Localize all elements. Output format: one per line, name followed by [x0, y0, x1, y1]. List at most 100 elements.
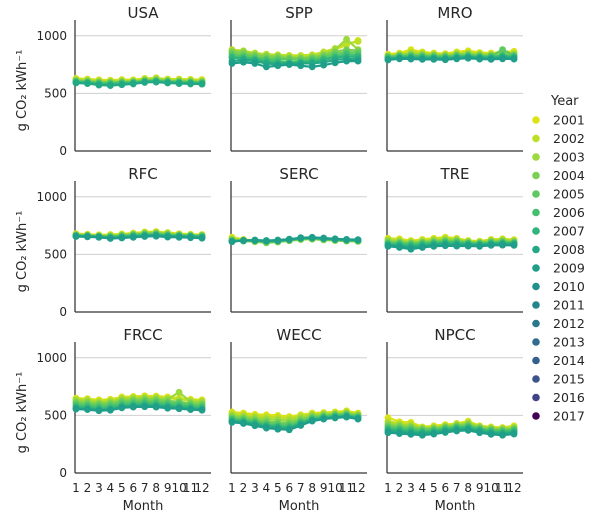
data-point	[175, 388, 183, 396]
legend-label: 2016	[553, 390, 585, 405]
data-point	[72, 233, 80, 240]
facet-panel-mro: MRO	[384, 4, 523, 152]
series-line	[387, 57, 515, 62]
legend-label: 2013	[553, 335, 585, 350]
data-point	[396, 244, 403, 251]
data-point	[453, 242, 461, 250]
data-point	[354, 415, 362, 423]
x-tick-label: 12	[350, 481, 365, 495]
data-point	[343, 35, 350, 43]
series-2009	[384, 54, 518, 64]
legend-marker	[532, 227, 540, 235]
data-point	[308, 417, 316, 425]
x-tick-label: 2	[396, 481, 404, 495]
data-point	[331, 414, 339, 422]
x-tick-label: 8	[308, 481, 316, 495]
data-point	[308, 233, 316, 241]
data-point	[72, 405, 80, 413]
data-point	[331, 59, 339, 67]
data-point	[152, 403, 160, 411]
data-point	[354, 236, 362, 244]
legend-marker	[532, 319, 540, 328]
x-tick-label: 8	[152, 481, 160, 495]
data-point	[164, 233, 172, 241]
legend-marker	[532, 171, 540, 180]
y-tick-label: 1000	[36, 351, 67, 365]
data-point	[251, 60, 259, 67]
x-axis-label: Month	[123, 499, 164, 514]
legend-marker	[532, 412, 540, 420]
legend-label: 2003	[553, 150, 585, 165]
x-tick-label: 10	[483, 481, 498, 495]
data-point	[141, 79, 149, 86]
x-tick-label: 3	[95, 481, 103, 495]
legend-title: Year	[550, 94, 579, 109]
x-tick-label: 4	[419, 481, 427, 495]
x-tick-label: 2	[240, 481, 248, 495]
x-axis-label: Month	[435, 499, 476, 514]
y-tick-label: 0	[59, 466, 67, 480]
panel-title: FRCC	[123, 326, 162, 344]
data-point	[84, 80, 91, 87]
y-tick-label: 500	[44, 86, 67, 100]
facet-panel-rfc: RFC 0 500 1000 g CO₂ kWh⁻¹	[15, 165, 211, 319]
y-tick-label: 500	[44, 408, 67, 422]
data-point	[152, 232, 160, 240]
data-point	[320, 234, 328, 242]
legend-label: 2012	[553, 316, 585, 331]
data-point	[464, 54, 472, 62]
data-point	[118, 234, 126, 242]
x-tick-label: 1	[72, 481, 80, 495]
data-point	[441, 242, 449, 250]
data-point	[510, 430, 518, 438]
data-point	[106, 235, 114, 242]
data-point	[418, 55, 426, 63]
data-point	[164, 79, 172, 87]
data-point	[354, 38, 362, 45]
legend-marker	[532, 282, 540, 291]
legend-marker	[532, 134, 540, 143]
data-point	[297, 62, 305, 70]
legend-label: 2001	[553, 113, 585, 128]
data-point	[240, 420, 247, 427]
x-tick-label: 6	[129, 481, 137, 495]
x-tick-label: 1	[228, 481, 236, 495]
x-tick-label: 11	[339, 481, 354, 495]
data-point	[141, 403, 149, 411]
data-point	[285, 235, 293, 243]
legend-marker	[532, 153, 540, 161]
data-point	[499, 55, 506, 63]
facet-panel-serc: SERC	[228, 165, 367, 313]
data-point	[453, 427, 461, 435]
x-tick-label: 5	[118, 481, 126, 495]
facet-panel-usa: USA 0 500 1000 g CO₂ kWh⁻¹	[15, 4, 211, 158]
series-2009	[72, 232, 206, 242]
data-point	[106, 82, 114, 89]
x-tick-label: 4	[107, 481, 115, 495]
legend-marker	[532, 264, 540, 272]
series-line	[75, 235, 203, 240]
data-point	[407, 245, 415, 253]
series-2008	[72, 78, 206, 89]
data-point	[274, 425, 282, 433]
x-tick-label: 8	[464, 481, 472, 495]
y-tick-label: 1000	[36, 29, 67, 43]
y-tick-label: 0	[59, 144, 67, 158]
x-tick-label: 9	[320, 481, 328, 495]
x-tick-label: 5	[274, 481, 282, 495]
data-point	[297, 422, 305, 429]
data-point	[175, 80, 183, 87]
series-2009	[72, 403, 206, 415]
legend-marker	[532, 301, 540, 309]
data-point	[175, 405, 183, 413]
data-point	[285, 426, 293, 434]
data-point	[129, 403, 137, 411]
data-point	[251, 422, 259, 430]
data-point	[240, 58, 247, 66]
x-tick-label: 12	[506, 481, 521, 495]
series-2009	[228, 233, 362, 246]
data-point	[274, 236, 282, 244]
